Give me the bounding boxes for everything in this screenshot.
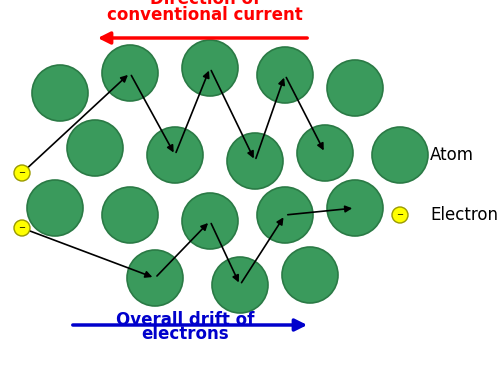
Circle shape [147,127,203,183]
Circle shape [392,207,408,223]
Circle shape [227,133,283,189]
Text: conventional current: conventional current [107,6,303,24]
Text: −: − [18,224,26,232]
Circle shape [297,125,353,181]
Text: Direction of: Direction of [150,0,260,8]
Text: Electron: Electron [430,206,498,224]
Circle shape [182,193,238,249]
Circle shape [212,257,268,313]
Circle shape [27,180,83,236]
Circle shape [257,187,313,243]
Text: Overall drift of: Overall drift of [116,311,254,329]
Circle shape [127,250,183,306]
Circle shape [372,127,428,183]
Circle shape [67,120,123,176]
Circle shape [327,180,383,236]
Text: electrons: electrons [141,325,229,343]
Circle shape [282,247,338,303]
Circle shape [102,45,158,101]
Text: Atom: Atom [430,146,474,164]
Circle shape [327,60,383,116]
Circle shape [257,47,313,103]
Circle shape [32,65,88,121]
Text: −: − [18,169,26,177]
Circle shape [102,187,158,243]
Circle shape [182,40,238,96]
Text: −: − [396,211,404,219]
Circle shape [14,220,30,236]
Circle shape [14,165,30,181]
